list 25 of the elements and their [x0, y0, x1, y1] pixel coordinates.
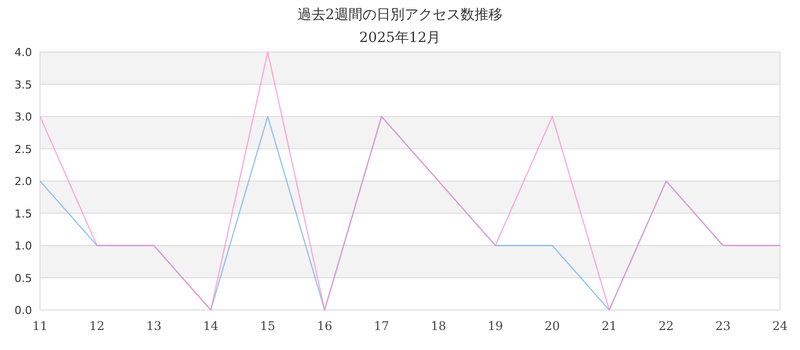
x-tick-label: 19 — [488, 319, 504, 333]
x-tick-label: 14 — [203, 319, 219, 333]
x-tick-label: 24 — [772, 319, 788, 333]
y-tick-label: 0.5 — [14, 272, 32, 285]
chart-subtitle: 2025年12月 — [359, 30, 441, 46]
y-tick-label: 3.0 — [14, 110, 32, 124]
x-tick-label: 15 — [260, 319, 276, 333]
x-tick-label: 16 — [316, 319, 332, 333]
x-tick-label: 22 — [658, 319, 674, 333]
y-tick-label: 1.5 — [14, 207, 32, 220]
y-tick-label: 3.5 — [14, 78, 32, 92]
y-tick-label: 0.0 — [14, 304, 32, 317]
y-tick-label: 2.5 — [14, 142, 32, 156]
x-tick-label: 11 — [32, 319, 48, 333]
chart-title: 過去2週間の日別アクセス数推移 — [298, 7, 502, 23]
x-tick-label: 13 — [146, 319, 162, 333]
y-tick-label: 1.0 — [14, 240, 32, 252]
x-tick-label: 20 — [544, 319, 560, 333]
y-tick-label: 2.0 — [14, 175, 32, 188]
y-tick-label: 4.0 — [14, 46, 32, 59]
x-tick-label: 23 — [715, 319, 731, 333]
x-tick-label: 17 — [374, 319, 390, 333]
x-tick-label: 18 — [430, 319, 446, 333]
x-tick-label: 21 — [602, 319, 617, 333]
x-tick-label: 12 — [89, 319, 105, 333]
